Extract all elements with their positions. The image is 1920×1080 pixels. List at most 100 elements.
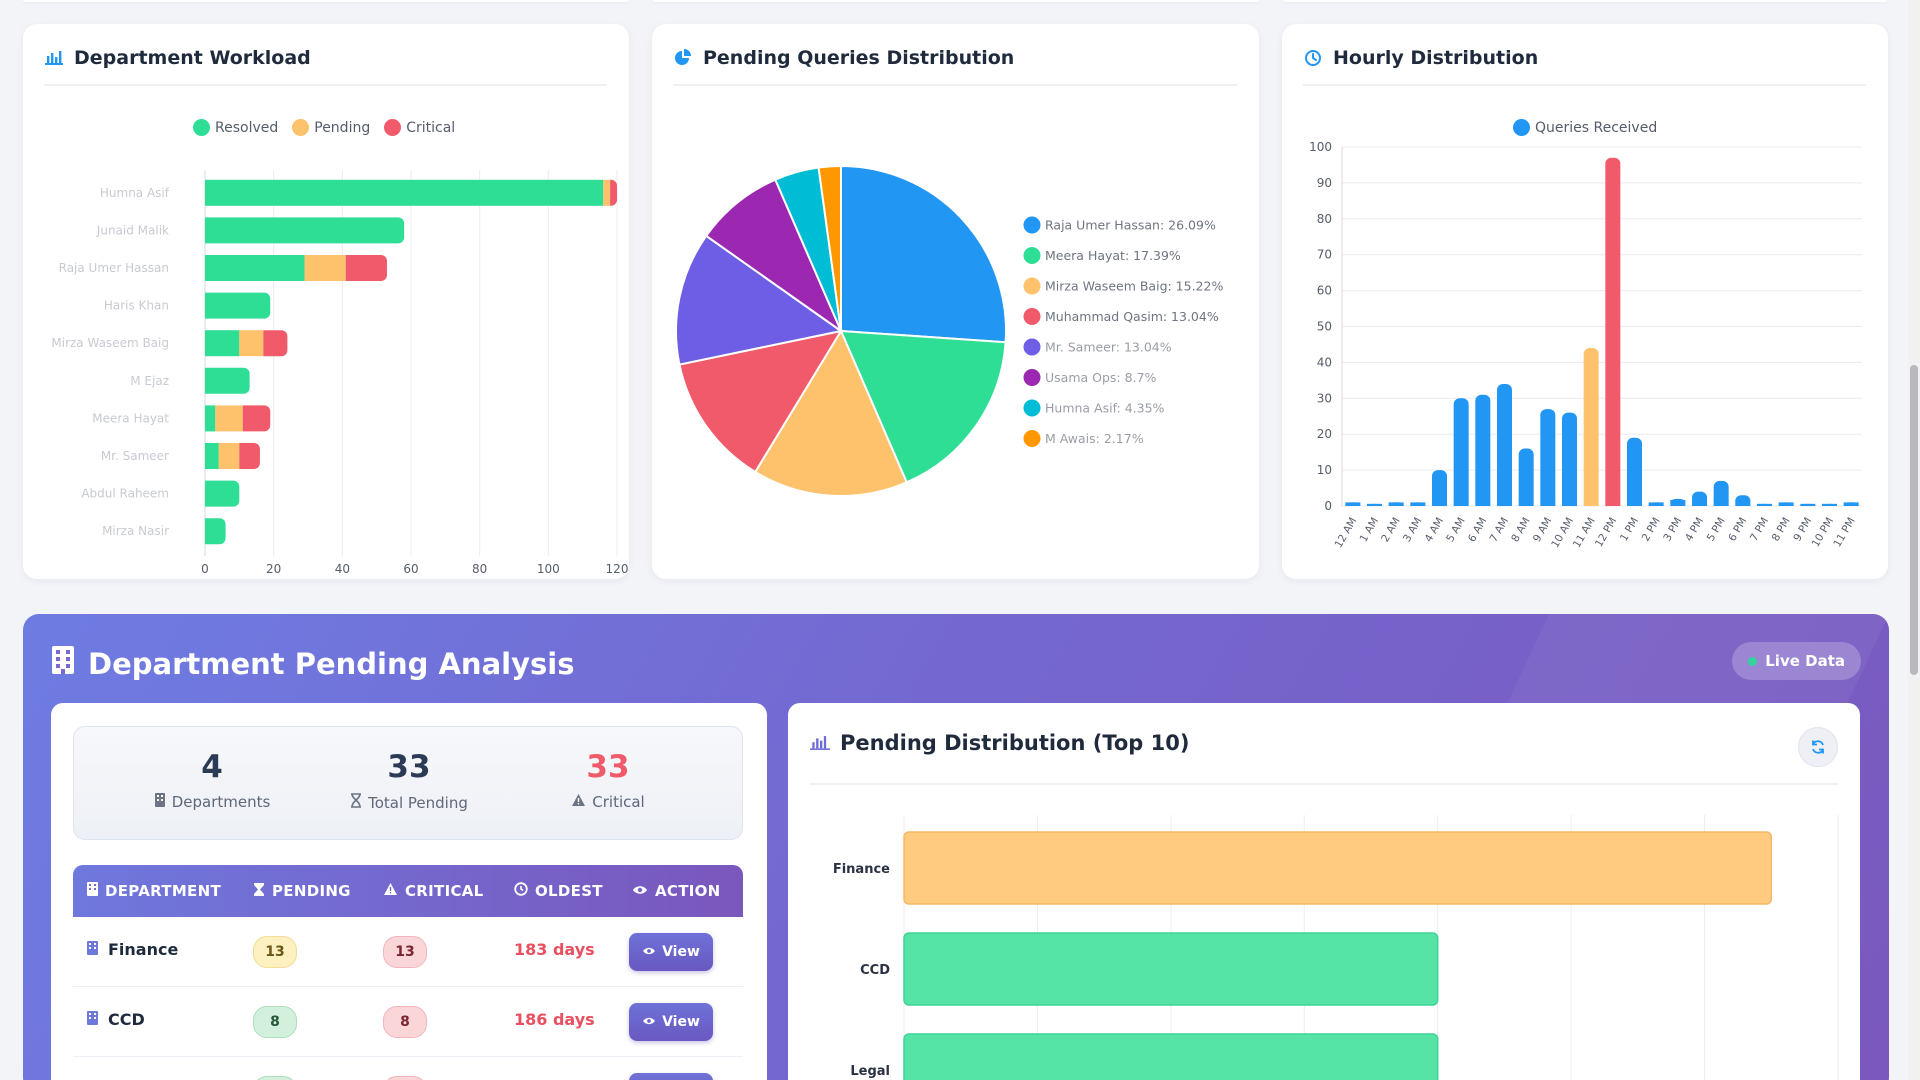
col-department[interactable]: DEPARTMENT <box>87 882 221 900</box>
x-tick-label: 5 PM <box>1705 516 1728 544</box>
hour-bar-base <box>1562 500 1577 506</box>
col-action[interactable]: ACTION <box>632 882 721 900</box>
table-row[interactable]: CCD 8 8 186 days View <box>73 987 743 1057</box>
legend-marker <box>1022 246 1042 265</box>
hour-bar <box>1627 437 1642 506</box>
hour-bar-base <box>1627 500 1642 506</box>
y-tick-label: 50 <box>1317 320 1332 334</box>
category-label: Finance <box>833 862 890 877</box>
hour-bar-base <box>1778 502 1794 506</box>
x-tick-label: 4 PM <box>1683 516 1706 544</box>
view-button[interactable] <box>629 1073 713 1080</box>
x-tick-label: 3 AM <box>1401 516 1425 545</box>
view-button[interactable]: View <box>629 933 713 971</box>
x-tick-label: 12 PM <box>1593 516 1619 550</box>
x-tick-label: 12 AM <box>1333 516 1360 551</box>
y-tick-label: 70 <box>1317 248 1332 262</box>
bar-pending <box>218 443 240 469</box>
department-workload-chart: 0 20 40 60 80 100 120 Humna Asif Junaid Malik Raj… <box>51 170 628 576</box>
eye-icon <box>642 1014 656 1030</box>
department-name: CCD <box>108 1010 145 1029</box>
category-label: Haris Khan <box>104 299 169 313</box>
hour-bar-base <box>1800 503 1816 506</box>
pie-slice <box>678 329 844 474</box>
eye-icon <box>642 944 656 960</box>
col-oldest[interactable]: OLDEST <box>514 882 603 900</box>
bar-pending <box>603 179 611 206</box>
refresh-button[interactable] <box>1798 727 1838 767</box>
summary-panel: 4 Departments 33 Total Pending 33 Critic… <box>51 703 767 1080</box>
y-tick-label: 40 <box>1317 355 1332 369</box>
legend-item-queries-received[interactable]: Queries Received <box>1513 119 1657 136</box>
hourglass-icon <box>350 793 362 812</box>
bar-resolved <box>205 255 305 281</box>
hour-bar <box>1518 448 1534 506</box>
card-header: Pending Distribution (Top 10) <box>810 731 1838 785</box>
legend-item-pending[interactable]: Pending <box>292 119 370 136</box>
category-label: Meera Hayat <box>92 411 169 425</box>
critical-badge: 8 <box>383 1006 427 1038</box>
x-tick-label: 3 PM <box>1661 516 1684 544</box>
bar-critical <box>263 330 288 357</box>
y-tick-label: 20 <box>1317 427 1332 441</box>
hour-bar-base <box>1735 500 1751 506</box>
legend-label: Meera Hayat: 17.39% <box>1045 248 1181 263</box>
card-title: Pending Distribution (Top 10) <box>840 731 1190 755</box>
view-button[interactable]: View <box>629 1003 713 1041</box>
critical-badge: 13 <box>383 936 427 968</box>
hour-bar-base <box>1367 503 1382 506</box>
clock-icon <box>1303 46 1323 70</box>
chart-legend[interactable]: Resolved Pending Critical <box>193 119 455 136</box>
hour-bar-base <box>1345 502 1361 506</box>
legend-label: Mr. Sameer: 13.04% <box>1045 340 1172 355</box>
chart-legend[interactable]: Queries Received <box>1513 119 1657 136</box>
x-tick-label: 1 PM <box>1618 516 1641 544</box>
pie-slice <box>675 234 844 366</box>
department-pending-analysis-section: Department Pending Analysis Live Data 4 … <box>23 614 1889 1080</box>
bar-pending <box>304 255 346 281</box>
y-tick-label: 100 <box>1309 140 1332 154</box>
card-title: Hourly Distribution <box>1333 47 1539 69</box>
legend-item-resolved[interactable]: Resolved <box>193 119 278 136</box>
bar-legal <box>903 1033 1439 1080</box>
pie-slice <box>753 328 909 497</box>
x-tick-label: 6 PM <box>1726 516 1749 544</box>
category-label: Humna Asif <box>100 186 170 200</box>
col-pending[interactable]: PENDING <box>253 882 351 901</box>
x-tick-label: 8 AM <box>1509 516 1533 545</box>
bar-chart-icon <box>44 46 64 70</box>
x-tick-label: 11 PM <box>1831 516 1857 550</box>
hour-bar <box>1605 157 1621 506</box>
table-header: DEPARTMENT PENDING CRITICAL OLDEST ACTIO… <box>73 865 743 917</box>
building-icon <box>87 882 98 900</box>
bar-finance <box>903 831 1773 905</box>
critical-badge <box>383 1076 427 1080</box>
hour-bar-base <box>1713 500 1729 506</box>
hour-bar <box>1713 480 1729 506</box>
bar-pending <box>215 405 243 432</box>
table-row[interactable] <box>73 1057 743 1080</box>
x-tick-label: 7 PM <box>1748 516 1771 544</box>
pending-queries-pie-chart: Raja Umer Hassan: 26.09% Meera Hayat: 17.… <box>675 164 1223 497</box>
hourly-distribution-card: Hourly Distribution Queries Received 0 10… <box>1282 24 1888 579</box>
y-tick-label: 0 <box>1324 499 1332 513</box>
pie-slice <box>839 329 1007 484</box>
page-scrollbar[interactable] <box>1908 0 1920 1080</box>
category-label: Legal <box>850 1064 890 1079</box>
oldest-age: 186 days <box>514 1010 595 1029</box>
legend-item-critical[interactable]: Critical <box>384 119 455 136</box>
hour-bar-base <box>1843 502 1859 506</box>
clock-icon <box>514 882 528 900</box>
x-tick-label: 100 <box>537 562 560 576</box>
x-tick-label: 5 AM <box>1444 516 1468 545</box>
hour-bar-base <box>1388 502 1404 506</box>
legend-marker <box>1022 337 1042 357</box>
table-row[interactable]: Finance 13 13 183 days View <box>73 917 743 987</box>
y-tick-label: 30 <box>1317 391 1332 405</box>
col-critical[interactable]: CRITICAL <box>383 882 484 900</box>
legend-label: Usama Ops: 8.7% <box>1045 370 1156 385</box>
scrollbar-thumb[interactable] <box>1910 365 1918 675</box>
live-data-badge[interactable]: Live Data <box>1732 642 1861 680</box>
bar-resolved <box>205 367 250 394</box>
